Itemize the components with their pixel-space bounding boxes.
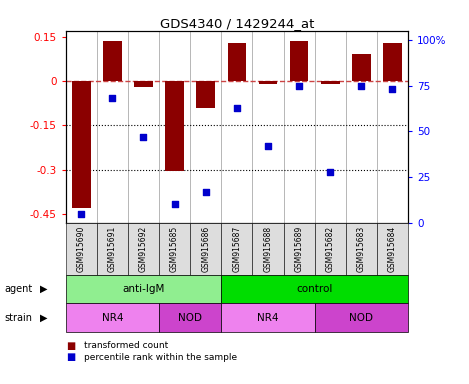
Bar — [72, 81, 91, 208]
Text: control: control — [296, 284, 333, 294]
Point — [140, 134, 147, 140]
Text: NR4: NR4 — [257, 313, 279, 323]
Bar — [197, 81, 215, 108]
Text: agent: agent — [5, 284, 33, 294]
Bar — [290, 41, 309, 81]
Text: GSM915690: GSM915690 — [77, 225, 86, 272]
Text: NOD: NOD — [349, 313, 373, 323]
Bar — [227, 43, 246, 81]
Point — [326, 169, 334, 175]
Text: transformed count: transformed count — [84, 341, 169, 350]
Text: GSM915688: GSM915688 — [264, 225, 272, 272]
Bar — [321, 81, 340, 84]
Text: ▶: ▶ — [40, 313, 47, 323]
Point — [77, 210, 85, 217]
Point — [109, 95, 116, 101]
Bar — [165, 81, 184, 171]
Text: ■: ■ — [66, 341, 75, 351]
Point — [357, 83, 365, 89]
Text: GSM915689: GSM915689 — [295, 225, 303, 272]
Text: GSM915682: GSM915682 — [325, 225, 335, 272]
Text: GSM915691: GSM915691 — [108, 225, 117, 272]
Point — [233, 104, 241, 111]
Bar — [103, 41, 121, 81]
Text: GSM915685: GSM915685 — [170, 225, 179, 272]
Point — [295, 83, 303, 89]
Point — [264, 143, 272, 149]
Point — [389, 86, 396, 92]
Text: ▶: ▶ — [40, 284, 47, 294]
Text: strain: strain — [5, 313, 33, 323]
Bar — [134, 81, 153, 87]
Point — [202, 189, 210, 195]
Text: NR4: NR4 — [102, 313, 123, 323]
Title: GDS4340 / 1429244_at: GDS4340 / 1429244_at — [159, 17, 314, 30]
Bar — [258, 81, 277, 84]
Text: anti-IgM: anti-IgM — [122, 284, 165, 294]
Bar — [383, 43, 402, 81]
Text: NOD: NOD — [178, 313, 202, 323]
Text: GSM915687: GSM915687 — [232, 225, 242, 272]
Bar — [352, 55, 371, 81]
Text: percentile rank within the sample: percentile rank within the sample — [84, 353, 237, 362]
Text: ■: ■ — [66, 352, 75, 362]
Text: GSM915686: GSM915686 — [201, 225, 210, 272]
Text: GSM915683: GSM915683 — [357, 225, 366, 272]
Point — [171, 201, 178, 207]
Text: GSM915684: GSM915684 — [388, 225, 397, 272]
Text: GSM915692: GSM915692 — [139, 225, 148, 272]
